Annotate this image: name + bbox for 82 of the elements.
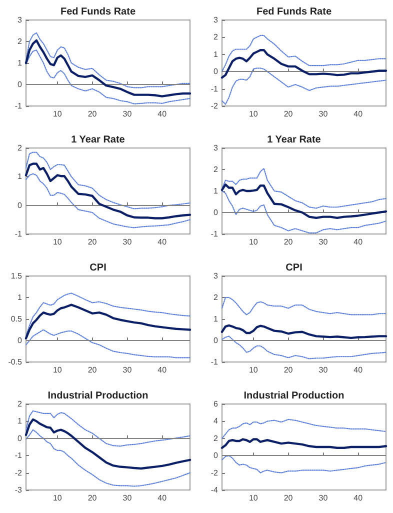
y-tick-label: -1 (210, 230, 219, 238)
chart-title: Industrial Production (48, 390, 148, 402)
x-tick-label: 40 (158, 494, 168, 502)
x-tick-label: 20 (284, 366, 294, 374)
y-tick-label: -1 (210, 84, 219, 94)
x-tick-label: 30 (318, 238, 328, 246)
y-tick-label: 1.5 (10, 272, 23, 280)
x-tick-label: 30 (318, 366, 328, 374)
y-tick-label: -3 (14, 486, 23, 494)
y-tick-label: 0 (18, 434, 23, 443)
y-tick-label: 0.5 (10, 314, 23, 324)
y-tick-label: 2 (18, 400, 23, 408)
y-tick-label: 3 (214, 16, 219, 24)
chart-title: 1 Year Rate (71, 134, 126, 146)
x-tick-label: 20 (88, 238, 98, 246)
y-tick-label: 2 (214, 293, 219, 302)
y-tick-label: -2 (14, 468, 23, 478)
x-tick-label: 40 (158, 366, 168, 374)
y-tick-label: -4 (210, 486, 219, 494)
y-tick-label: -0.5 (8, 358, 23, 366)
x-tick-label: 30 (318, 110, 328, 118)
x-tick-label: 30 (122, 366, 132, 374)
x-tick-label: 10 (52, 494, 62, 502)
x-tick-label: 10 (52, 238, 62, 246)
y-tick-label: 0 (18, 80, 23, 89)
y-tick-label: 2 (214, 32, 219, 42)
x-tick-label: 40 (158, 238, 168, 246)
x-tick-label: 10 (248, 366, 258, 374)
y-tick-label: 6 (214, 400, 219, 408)
y-tick-label: 1 (214, 50, 219, 59)
y-tick-label: 0 (18, 336, 23, 345)
chart-title: CPI (286, 262, 303, 274)
x-tick-label: 20 (284, 110, 294, 118)
y-tick-label: 0 (214, 451, 219, 460)
x-tick-label: 40 (158, 110, 168, 118)
x-tick-label: 10 (248, 238, 258, 246)
y-tick-label: 2 (18, 37, 23, 46)
x-tick-label: 10 (248, 110, 258, 118)
x-tick-label: 30 (122, 110, 132, 118)
y-tick-label: 0 (214, 67, 219, 76)
y-tick-label: 0 (214, 336, 219, 345)
x-tick-label: 10 (248, 494, 258, 502)
y-tick-label: 0 (214, 208, 219, 217)
y-tick-label: -1 (210, 358, 219, 366)
y-tick-label: -2 (210, 102, 219, 110)
y-tick-label: 1 (18, 172, 23, 182)
chart-title: Fed Funds Rate (256, 6, 332, 18)
chart-title: CPI (90, 262, 107, 274)
chart-title: Industrial Production (244, 390, 344, 402)
x-tick-label: 10 (52, 110, 62, 118)
y-tick-label: -2 (210, 468, 219, 478)
y-tick-label: 1 (214, 314, 219, 324)
x-tick-label: 20 (88, 366, 98, 374)
x-tick-label: 40 (354, 238, 364, 246)
y-tick-label: -1 (14, 451, 23, 460)
y-tick-label: 4 (214, 416, 219, 426)
y-tick-label: 1 (18, 58, 23, 68)
chart-title: 1 Year Rate (267, 134, 322, 146)
y-tick-label: -1 (14, 230, 23, 238)
x-tick-label: 30 (122, 494, 132, 502)
chart-title: Fed Funds Rate (60, 6, 136, 18)
y-tick-label: 0 (18, 200, 23, 210)
x-tick-label: 30 (318, 494, 328, 502)
x-tick-label: 40 (354, 110, 364, 118)
x-tick-label: 40 (354, 366, 364, 374)
y-tick-label: 1 (18, 416, 23, 426)
x-tick-label: 10 (52, 366, 62, 374)
x-tick-label: 30 (122, 238, 132, 246)
x-tick-label: 20 (284, 494, 294, 502)
y-tick-label: 1 (214, 186, 219, 196)
y-tick-label: 2 (214, 165, 219, 174)
y-tick-label: 3 (214, 272, 219, 280)
y-tick-label: 2 (18, 144, 23, 152)
x-tick-label: 20 (88, 494, 98, 502)
y-tick-label: -1 (14, 102, 23, 110)
y-tick-label: 3 (18, 16, 23, 24)
y-tick-label: 2 (214, 434, 219, 443)
x-tick-label: 40 (354, 494, 364, 502)
x-tick-label: 20 (284, 238, 294, 246)
x-tick-label: 20 (88, 110, 98, 118)
y-tick-label: 3 (214, 144, 219, 152)
y-tick-label: 1 (18, 293, 23, 302)
